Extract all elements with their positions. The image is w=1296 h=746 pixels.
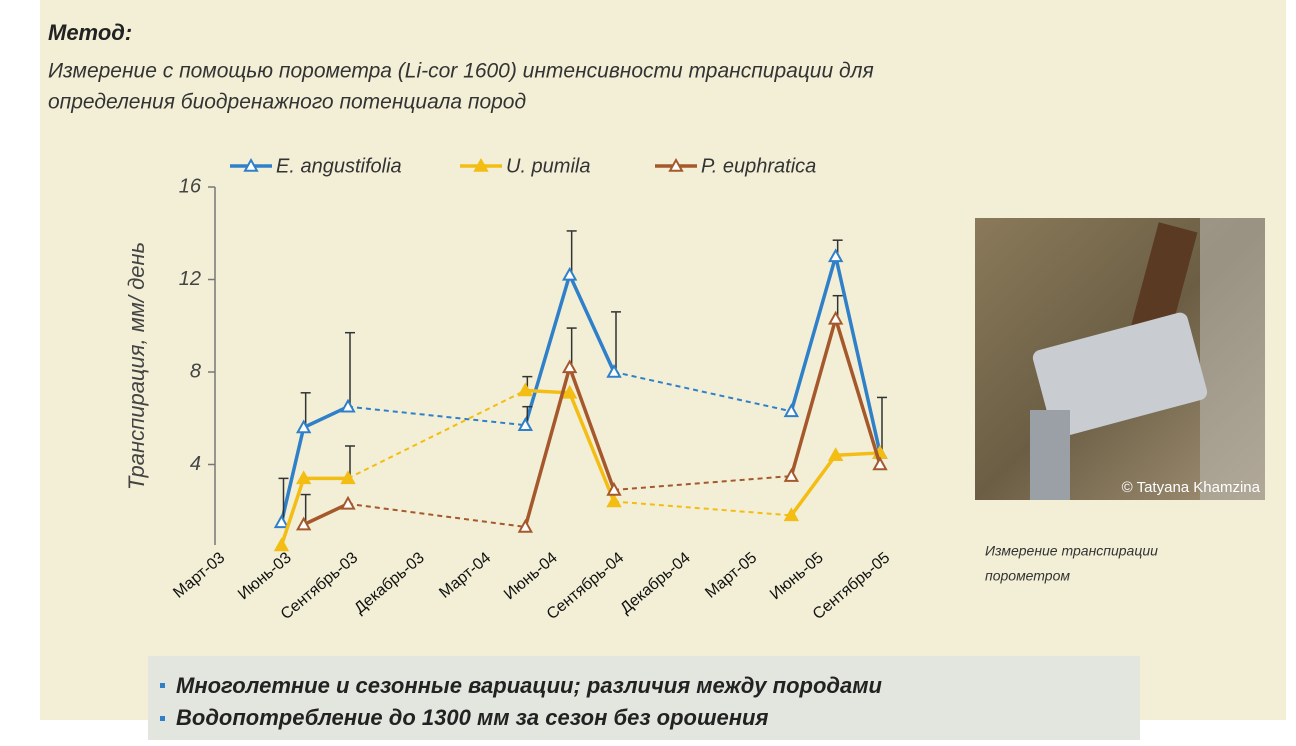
y-axis-label: Транспирация, мм/ день (124, 242, 149, 490)
connector (568, 392, 616, 503)
connector (523, 274, 572, 426)
connector-dashed (613, 500, 792, 517)
connector (833, 318, 882, 466)
marker (606, 481, 622, 496)
marker (517, 417, 534, 431)
method-title: Метод: (48, 20, 132, 45)
legend-label: U. pumila (506, 155, 590, 177)
bullet (160, 683, 165, 688)
marker (517, 382, 534, 397)
bullet-text: Многолетние и сезонные вариации; различи… (176, 673, 883, 698)
marker (295, 419, 312, 434)
connector-dashed (347, 389, 526, 480)
method-text: определения биодренажного потенциала пор… (48, 91, 526, 114)
marker (295, 516, 312, 531)
connector (279, 427, 306, 523)
bullet-box (148, 656, 1140, 740)
legend-label: E. angustifolia (276, 155, 402, 177)
marker (783, 468, 800, 482)
marker (827, 447, 844, 462)
y-tick-label: 16 (179, 175, 202, 197)
connector-dashed (347, 405, 526, 427)
marker (273, 514, 290, 529)
photo-detail (1032, 312, 1208, 438)
marker (783, 403, 800, 418)
connector (833, 255, 882, 454)
marker (561, 266, 578, 281)
marker (561, 384, 578, 399)
connector (789, 454, 838, 517)
marker (606, 363, 622, 378)
connector (835, 451, 881, 457)
marker (783, 507, 800, 522)
connector-dashed (347, 502, 526, 528)
marker (340, 495, 356, 510)
photo-credit: © Tatyana Khamzina (1122, 479, 1261, 496)
y-tick-label: 4 (190, 453, 201, 475)
photo-detail (1200, 218, 1265, 500)
marker (273, 537, 290, 552)
y-tick-label: 8 (190, 360, 201, 382)
connector (302, 405, 349, 430)
connector (279, 477, 306, 546)
legend-label: P. euphratica (701, 155, 816, 177)
connector-dashed (613, 371, 792, 413)
connector-dashed (613, 475, 792, 491)
marker (827, 310, 844, 325)
photo-caption: Измерение транспирации (985, 543, 1158, 559)
marker (827, 248, 844, 263)
y-tick-label: 12 (179, 268, 201, 290)
bullet-text: Водопотребление до 1300 мм за сезон без … (176, 705, 768, 730)
bullet (160, 716, 165, 721)
marker (340, 398, 356, 413)
legend-marker (473, 157, 489, 172)
connector (568, 366, 616, 491)
marker (295, 470, 312, 485)
connector (789, 255, 838, 412)
connector (568, 274, 616, 373)
connector (789, 318, 838, 477)
marker (517, 518, 534, 533)
marker (561, 359, 578, 374)
marker (340, 470, 356, 485)
marker (872, 456, 888, 471)
photo-caption: порометром (985, 568, 1070, 584)
legend-marker (243, 157, 259, 172)
photo-detail (1030, 410, 1070, 500)
method-text: Измерение с помощью порометра (Li-cor 16… (48, 60, 874, 83)
legend-marker (668, 157, 684, 172)
connector (302, 502, 349, 527)
marker (606, 493, 622, 508)
connector (523, 366, 572, 528)
